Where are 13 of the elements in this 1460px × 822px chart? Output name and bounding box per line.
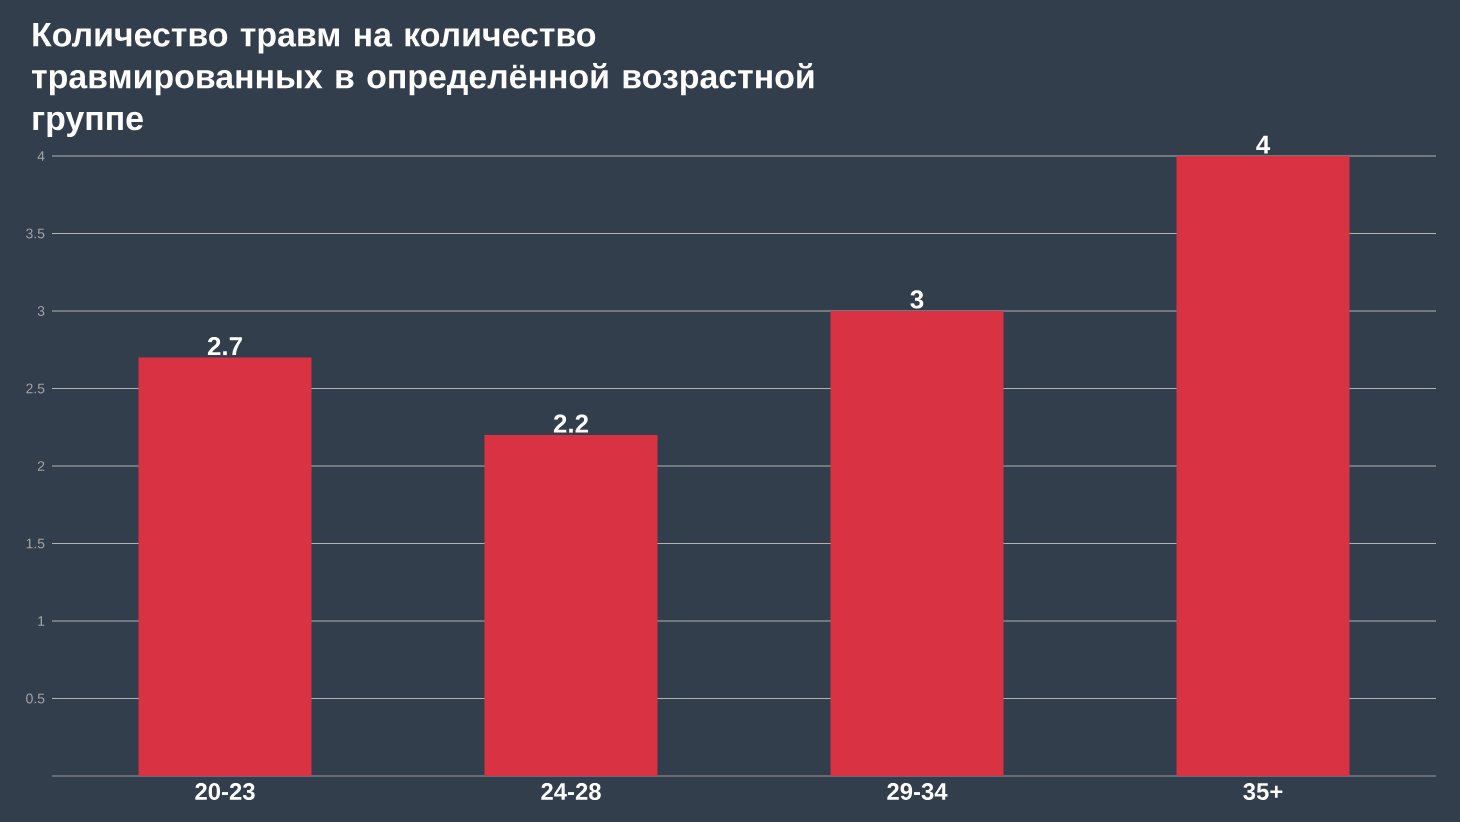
data-label: 2.7 [207, 337, 242, 356]
bar [484, 435, 658, 776]
x-tick-label: 24-28 [541, 783, 601, 800]
data-label: 3 [910, 290, 924, 309]
bar [830, 311, 1004, 776]
data-label: 2.2 [553, 414, 588, 433]
bar [138, 357, 312, 776]
x-tick-label: 20-23 [195, 783, 255, 801]
data-label: 4 [1256, 135, 1271, 154]
x-tick-label: 35+ [1243, 783, 1283, 801]
x-tick-label: 29-34 [887, 783, 948, 801]
bar [1176, 156, 1350, 776]
chart-title: Количество травм на количество травмированных в определённой возрастной группе [32, 23, 814, 138]
